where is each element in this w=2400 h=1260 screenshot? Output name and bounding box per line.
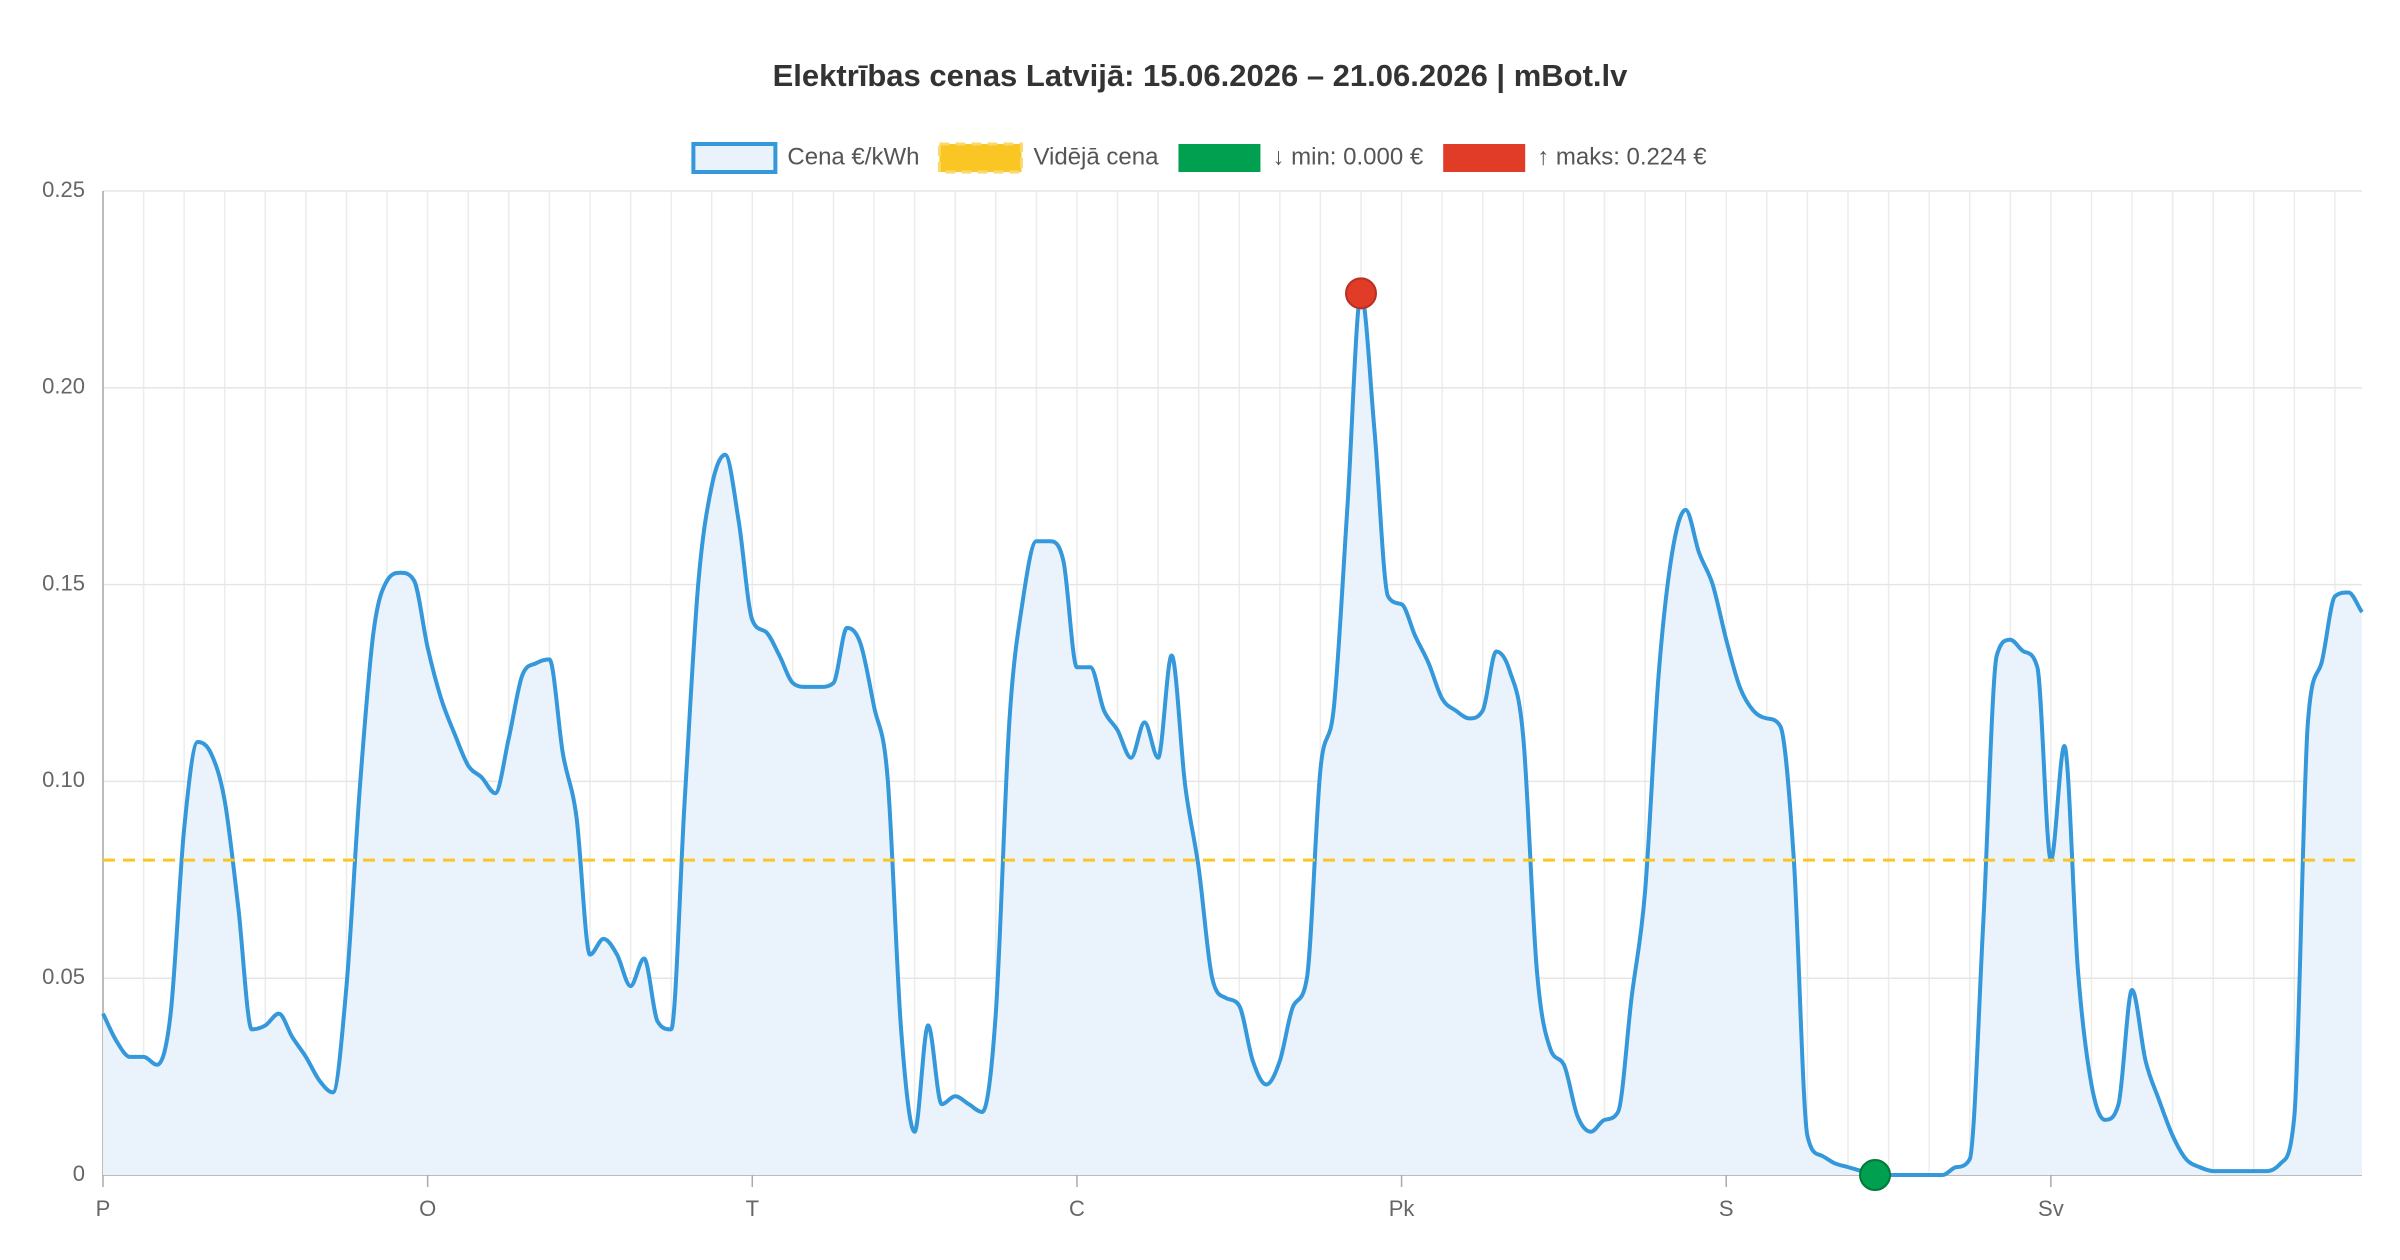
min-marker [1859, 1159, 1892, 1191]
legend-swatch [1178, 144, 1261, 172]
legend-label: Cena €/kWh [787, 143, 919, 170]
y-tick-label: 0.20 [42, 374, 85, 399]
max-marker [1345, 277, 1378, 310]
legend-label: Vidējā cena [1033, 143, 1159, 170]
x-tick-label: P [96, 1196, 111, 1221]
x-tick-label: Pk [1389, 1196, 1416, 1221]
legend: Cena €/kWh Vidējā cena ↓ min: 0.000 € ↑ mak… [691, 142, 1707, 174]
y-tick-label: 0.05 [42, 964, 85, 989]
x-tick-label: T [746, 1196, 759, 1221]
x-tick-label: S [1719, 1196, 1734, 1221]
legend-label: ↑ maks: 0.224 € [1537, 143, 1707, 170]
x-tick-label: O [419, 1196, 436, 1221]
legend-swatch [937, 142, 1023, 174]
y-tick-label: 0.15 [42, 570, 85, 595]
x-tick-label: Sv [2038, 1196, 2064, 1221]
legend-label: ↓ min: 0.000 € [1272, 143, 1423, 170]
y-tick-label: 0.25 [42, 177, 85, 202]
y-tick-label: 0.10 [42, 767, 85, 792]
y-tick-label: 0 [73, 1161, 85, 1186]
line [101, 291, 2364, 1177]
legend-swatch [1443, 144, 1526, 172]
chart-title: Elektrības cenas Latvijā: 15.06.2026 – 2… [773, 58, 1629, 93]
x-tick-label: C [1069, 1196, 1085, 1221]
legend-swatch [691, 142, 778, 174]
area [103, 293, 2362, 1175]
